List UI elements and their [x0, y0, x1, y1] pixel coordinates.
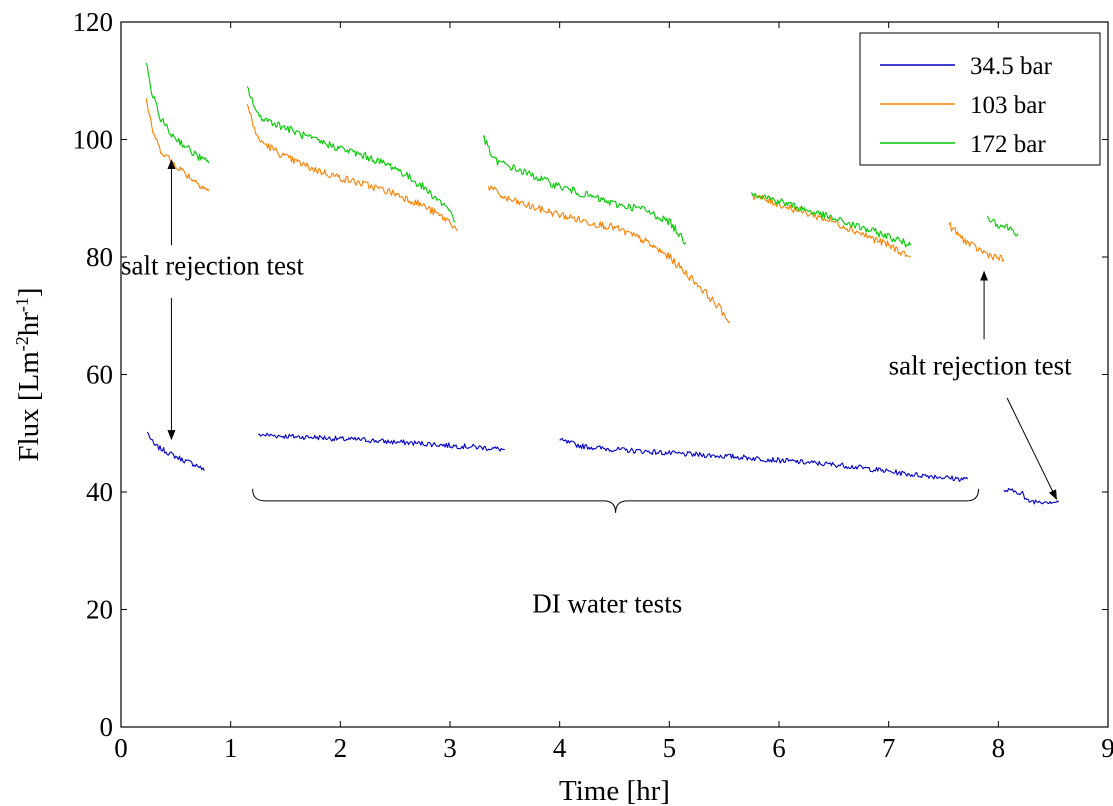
annotation-text-1: salt rejection test	[889, 351, 1072, 381]
series-line-2-segment-0	[145, 62, 210, 164]
plot-lines	[145, 62, 1060, 505]
annotation-text-0: salt rejection test	[121, 251, 304, 281]
axis-ticks: 0 1 2 3 4 5 6 7 8 9 0 20 40 60 80 100 120	[73, 7, 1113, 763]
x-tick-label: 7	[882, 733, 896, 763]
series-line-2-segment-4	[986, 215, 1019, 237]
y-tick-label: 20	[86, 595, 113, 625]
annotation-text-2: DI water tests	[532, 588, 682, 618]
x-tick-label: 3	[443, 733, 457, 763]
legend-entry-1: 103 bar	[970, 92, 1046, 119]
annotations: salt rejection test salt rejection test DI…	[121, 159, 1072, 618]
y-tick-label: 60	[86, 360, 113, 390]
y-axis-label-mid: hr	[13, 312, 45, 337]
y-tick-label: 120	[73, 7, 114, 37]
annotation-arrow-1-1	[1006, 397, 1057, 500]
y-tick-label: 0	[100, 712, 114, 742]
x-axis-label: Time [hr]	[559, 775, 670, 806]
series-line-2-segment-1	[246, 86, 456, 223]
y-axis-label-sup1: -2	[12, 336, 32, 351]
series-line-1-segment-4	[948, 221, 1005, 262]
legend-entry-0: 34.5 bar	[970, 53, 1053, 80]
series-line-0-segment-3	[1003, 487, 1060, 505]
x-tick-label: 8	[992, 733, 1006, 763]
x-tick-label: 6	[772, 733, 786, 763]
x-tick-label: 5	[663, 733, 677, 763]
y-axis-label-main: Flux [Lm	[13, 351, 45, 462]
legend: 34.5 bar 103 bar 172 bar	[859, 32, 1101, 166]
di-water-brace	[252, 488, 980, 513]
x-tick-label: 9	[1101, 733, 1113, 763]
series-line-1-segment-2	[487, 185, 730, 324]
series-line-1-segment-1	[246, 104, 458, 232]
series-line-0-segment-0	[146, 431, 205, 472]
x-tick-label: 1	[224, 733, 238, 763]
series-line-1-segment-3	[751, 193, 911, 258]
legend-entry-2: 172 bar	[970, 131, 1046, 158]
x-tick-label: 0	[114, 733, 128, 763]
series-line-0-segment-1	[258, 432, 505, 452]
y-tick-label: 100	[73, 125, 114, 155]
y-axis-label: Flux [Lm-2hr-1]	[12, 287, 45, 461]
x-tick-label: 4	[553, 733, 567, 763]
series-line-1-segment-0	[145, 98, 210, 192]
y-tick-label: 40	[86, 477, 113, 507]
series-line-2-segment-2	[482, 135, 687, 245]
series-line-2-segment-3	[751, 192, 912, 248]
x-tick-label: 2	[334, 733, 348, 763]
y-axis-label-end: ]	[13, 287, 45, 297]
series-line-0-segment-2	[559, 437, 969, 482]
y-tick-label: 80	[86, 242, 113, 272]
y-axis-label-sup2: -1	[12, 297, 32, 312]
